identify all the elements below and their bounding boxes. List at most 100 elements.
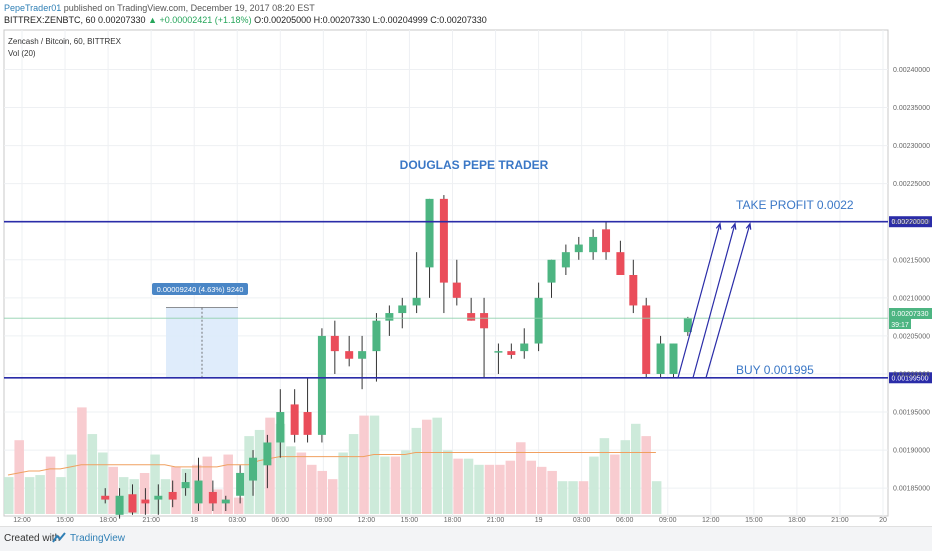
volume-bar (265, 417, 275, 514)
y-tick-label: 0.00195000 (893, 410, 930, 417)
candle-down (480, 313, 489, 329)
candle-up (358, 351, 367, 359)
candle-down (303, 412, 312, 435)
volume-bar (275, 423, 286, 514)
x-tick-label: 18:00 (788, 517, 806, 524)
volume-bar (4, 477, 14, 514)
volume-bar (171, 466, 181, 514)
x-tick-label: 09:00 (659, 517, 677, 524)
volume-bar (641, 436, 651, 514)
volume-bar (474, 464, 484, 514)
volume-bar (87, 434, 98, 514)
ohlc-info: BITTREX:ZENBTC, 60 0.00207330 ▲ +0.00002… (4, 15, 487, 25)
volume-bar (317, 470, 327, 514)
volume-bar (118, 477, 129, 514)
candle-up (221, 499, 230, 504)
candle-up (115, 495, 124, 515)
candle-up (194, 480, 203, 504)
candle-up (276, 412, 285, 443)
y-tick-label: 0.00215000 (893, 257, 930, 264)
candle-down (507, 351, 516, 355)
measure-box (166, 307, 238, 378)
projection-arrow (705, 223, 751, 378)
volume-label: Vol (20) (8, 49, 36, 58)
volume-bar (223, 454, 233, 514)
volume-bar (338, 452, 348, 514)
volume-bar (139, 473, 150, 514)
tradingview-brand-link[interactable]: TradingView (70, 533, 126, 544)
level-lines: 0.00220000 0.00199500 (4, 216, 932, 384)
x-tick-label: 09:00 (315, 517, 333, 524)
measure-badge: 0.00009240 (4.63%) 9240 (152, 283, 248, 295)
candle-up (398, 305, 407, 314)
current-price-badge: 0.00207330 (889, 308, 932, 319)
volume-bar (516, 442, 526, 514)
candle-up (412, 297, 421, 306)
footer: Created with TradingView (0, 526, 932, 551)
volume-bar (422, 419, 432, 514)
volume-bar (432, 417, 442, 514)
volume-bar (77, 407, 87, 514)
candle-down (128, 494, 137, 513)
candle-up (372, 320, 381, 352)
candle-up (683, 318, 692, 333)
volume-bar (463, 458, 474, 514)
y-tick-label: 0.00230000 (893, 143, 930, 150)
volume-bar (536, 466, 547, 514)
volume-bar (390, 456, 401, 514)
x-tick-label: 12:00 (702, 517, 720, 524)
arrow-head-icon (715, 222, 722, 230)
candle-down (141, 499, 150, 504)
price-chart[interactable]: 0.00220000 0.00199500 0.00240000 0.0023500… (0, 28, 932, 524)
candle-up (385, 313, 394, 321)
volume-bar (286, 446, 296, 514)
volume-bar (202, 456, 213, 514)
arrow-head-icon (745, 222, 752, 230)
projection-arrow (677, 223, 721, 378)
x-tick-label: 15:00 (745, 517, 763, 524)
created-with-text: Created with (4, 533, 61, 544)
volume-bar (327, 479, 338, 514)
projection-arrow (692, 223, 736, 378)
y-tick-label: 0.00235000 (893, 105, 930, 112)
volume-bar (505, 460, 516, 514)
candle-down (168, 491, 177, 500)
candle-up (547, 259, 556, 283)
volume-bar (359, 415, 369, 514)
volume-bar (547, 470, 557, 514)
volume-bar (411, 427, 422, 514)
volume-ma-line (7, 452, 656, 476)
symbol-label: Zencash / Bitcoin, 60, BITTREX (8, 37, 122, 46)
volume-bar (181, 468, 192, 514)
x-tick-label: 21:00 (831, 517, 849, 524)
x-tick-label: 21:00 (487, 517, 505, 524)
volume-bar (484, 464, 495, 514)
volume-bar (620, 440, 631, 514)
volume-bar (98, 452, 108, 514)
volume-bar (213, 489, 223, 514)
volume-bar (578, 481, 589, 514)
candle-up (494, 351, 503, 353)
x-tick-label: 18:00 (99, 517, 117, 524)
level-badge (889, 372, 932, 384)
y-tick-label: 0.00210000 (893, 295, 930, 302)
candle-up (263, 442, 272, 466)
volume-bar (495, 464, 505, 514)
x-tick-label: 12:00 (358, 517, 376, 524)
x-tick-label: 03:00 (228, 517, 246, 524)
candle-up (669, 343, 678, 374)
candle-up (589, 236, 598, 253)
candle-down (208, 491, 217, 504)
author-link[interactable]: PepeTrader01 (4, 3, 62, 13)
x-tick-label: 12:00 (13, 517, 31, 524)
change-value: ▲ +0.00002421 (+1.18%) (148, 15, 252, 25)
y-tick-label: 0.00225000 (893, 181, 930, 188)
y-tick-label: 0.00205000 (893, 333, 930, 340)
volume-bar (66, 454, 77, 514)
volume-bar (150, 454, 160, 514)
x-tick-label: 18 (190, 517, 198, 524)
candle-down (330, 335, 339, 352)
tradingview-logo-icon (52, 532, 66, 543)
take-profit-label: TAKE PROFIT 0.0022 (736, 198, 854, 212)
current-price-text: 0.00207330 (892, 311, 929, 318)
